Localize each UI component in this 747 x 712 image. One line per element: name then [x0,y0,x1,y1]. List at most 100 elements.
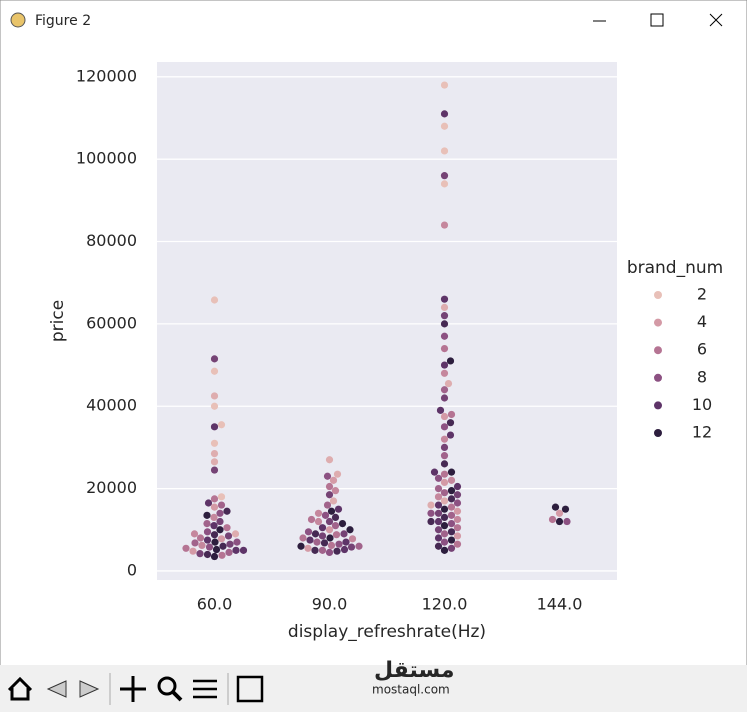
point [318,532,327,540]
point [198,541,206,550]
point [329,497,338,505]
point [434,484,443,493]
watermark: مستقل [374,658,454,683]
point [440,180,449,188]
point [440,497,449,505]
point [447,468,456,476]
point [217,493,226,501]
point [434,501,443,509]
point [440,489,449,497]
y-tick-label: 60000 [86,313,137,332]
point [434,534,443,542]
point [446,357,455,365]
point [320,539,329,547]
point [205,543,214,551]
point [440,513,449,522]
point [453,515,462,524]
point [434,493,443,501]
point [210,522,218,530]
point [331,522,340,530]
point [203,550,212,559]
point [204,499,213,507]
y-tick-label: 0 [127,560,137,579]
point [299,534,307,542]
point [226,540,234,548]
point [217,535,226,543]
point [327,541,336,550]
pan-button[interactable] [120,676,146,702]
forward-button[interactable] [79,680,100,698]
point [313,538,321,546]
x-tick-label: 90.0 [312,595,348,614]
back-button[interactable] [46,680,67,698]
point [440,412,449,421]
y-tick-label: 100000 [76,149,137,168]
point [440,478,449,487]
point [325,456,334,464]
close-button[interactable] [709,13,723,27]
point [453,491,462,499]
point [210,495,219,503]
point [440,344,449,353]
point [447,519,456,528]
point [217,421,226,429]
point [232,546,240,554]
point [434,474,443,482]
point [338,519,347,528]
point [224,532,233,540]
point [447,544,456,552]
point [210,503,219,511]
point [453,524,462,532]
zoom-button[interactable] [157,676,183,702]
point [326,534,334,542]
point [318,524,327,532]
point [203,519,211,528]
point [334,505,343,513]
point [325,526,334,534]
save-button[interactable] [236,675,264,703]
x-axis-label: display_refreshrate(Hz) [288,622,486,642]
legend-label: 4 [697,312,707,331]
configure-button[interactable] [193,679,217,699]
point [436,406,445,414]
point [196,550,204,558]
point [440,423,449,431]
point [444,379,453,388]
point [427,501,435,509]
point [446,431,455,439]
maximize-button[interactable] [650,13,664,27]
point [447,476,456,484]
point [440,332,449,340]
point [440,312,449,320]
point [440,122,449,130]
point [329,476,338,484]
point [340,545,349,554]
point [210,439,219,447]
point [323,501,332,509]
app-icon [10,12,26,28]
point [218,551,226,559]
point [427,517,435,526]
point [212,545,221,554]
plot: 0 20000 40000 60000 80000 100000 120000 display… [48,62,723,642]
point [210,466,219,474]
point [314,509,323,517]
point [447,495,456,503]
point [304,544,312,552]
point [210,531,219,539]
point [447,528,456,536]
point [342,538,350,546]
point [563,517,571,526]
home-button[interactable] [7,676,33,701]
point [210,552,219,561]
point [210,513,218,522]
point [440,369,449,377]
point [203,536,212,544]
point [210,296,219,304]
point [314,517,323,526]
point [555,509,564,517]
point [440,295,449,303]
point [440,435,449,443]
point [311,546,319,554]
legend-marker [654,429,662,437]
